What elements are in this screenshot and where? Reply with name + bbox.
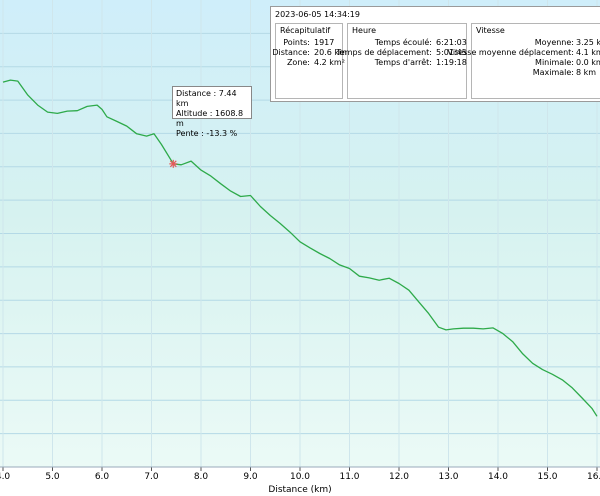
speed-value: 0.0 km (576, 58, 600, 67)
x-tick-label: 10.0 (290, 472, 310, 482)
summary-value: 20.6 km (314, 48, 347, 57)
time-row-moving: Temps de déplacement: 5:01:45 (336, 48, 468, 58)
speed-label: Minimale: (535, 58, 574, 67)
speed-label: Moyenne: (534, 38, 574, 47)
x-tick-label: 15.0 (537, 472, 557, 482)
summary-value: 1917 (314, 38, 335, 47)
hover-tooltip: Distance : 7.44 km Altitude : 1608.8 m P… (172, 86, 252, 138)
time-label: Temps de déplacement: (336, 48, 432, 57)
summary-title: Récapitulatif (280, 26, 331, 35)
tooltip-slope: Pente : -13.3 % (176, 129, 238, 138)
x-tick-label: 14.0 (488, 472, 508, 482)
speed-value: 8 km (576, 68, 597, 77)
summary-panel: Récapitulatif Points: 1917 Distance: 20.… (272, 23, 347, 99)
time-value: 1:19:18 (436, 58, 467, 67)
speed-row-maximum: Maximale: 8 km (472, 68, 600, 78)
marker-stroke (169, 160, 177, 168)
speed-title: Vitesse (476, 26, 505, 35)
summary-value: 4.2 km² (314, 58, 345, 67)
x-axis-label: Distance (km) (268, 485, 331, 495)
time-row-stopped: Temps d'arrêt: 1:19:18 (348, 58, 468, 68)
time-value: 5:01:45 (436, 48, 467, 57)
summary-row-distance: Distance: 20.6 km (272, 48, 347, 58)
info-box: 2023-06-05 14:34:19 Récapitulatif Points… (270, 6, 600, 102)
summary-label: Points: (283, 38, 310, 47)
summary-row-zone: Zone: 4.2 km² (276, 58, 345, 68)
speed-label: Vitesse moyenne déplacement: (447, 48, 574, 57)
x-tick-label: 12.0 (389, 472, 409, 482)
speed-row-moving-average: Vitesse moyenne déplacement: 4.1 km (448, 48, 600, 58)
series-layer (2, 79, 598, 417)
x-tick-label: 7.0 (144, 472, 159, 482)
speed-value: 4.1 km (576, 48, 600, 57)
time-label: Temps d'arrêt: (374, 58, 432, 67)
time-row-elapsed: Temps écoulé: 6:21:03 (348, 38, 468, 48)
speed-value: 3.25 km (576, 38, 600, 47)
speed-row-minimum: Minimale: 0.0 km (472, 58, 600, 68)
summary-label: Distance: (272, 48, 310, 57)
time-panel: Heure Temps écoulé: 6:21:03 Temps de dép… (336, 23, 468, 99)
x-axis-ticks: 4.0 5.0 6.0 7.0 8.0 9.0 10.0 11.0 12.0 13.0 14.0 15… (0, 466, 600, 482)
speed-label: Maximale: (532, 68, 574, 77)
x-tick-label: 5.0 (45, 472, 60, 482)
info-datetime: 2023-06-05 14:34:19 (275, 10, 360, 19)
x-tick-label: 4.0 (0, 472, 10, 482)
tooltip-distance: Distance : 7.44 km (176, 89, 237, 108)
time-title: Heure (352, 26, 377, 35)
elevation-line (2, 79, 598, 417)
tooltip-altitude: Altitude : 1608.8 m (176, 109, 244, 128)
summary-label: Zone: (286, 58, 310, 67)
time-label: Temps écoulé: (374, 38, 432, 47)
x-tick-label: 16.0 (587, 472, 600, 482)
x-tick-label: 13.0 (438, 472, 458, 482)
x-tick-label: 11.0 (339, 472, 359, 482)
x-tick-label: 9.0 (243, 472, 258, 482)
speed-row-average: Moyenne: 3.25 km (472, 38, 600, 48)
x-tick-label: 8.0 (194, 472, 209, 482)
time-value: 6:21:03 (436, 38, 467, 47)
position-marker (169, 159, 178, 168)
speed-panel: Vitesse Moyenne: 3.25 km Vitesse moyenne… (448, 23, 600, 99)
summary-row-points: Points: 1917 (276, 38, 344, 48)
x-tick-label: 6.0 (95, 472, 110, 482)
